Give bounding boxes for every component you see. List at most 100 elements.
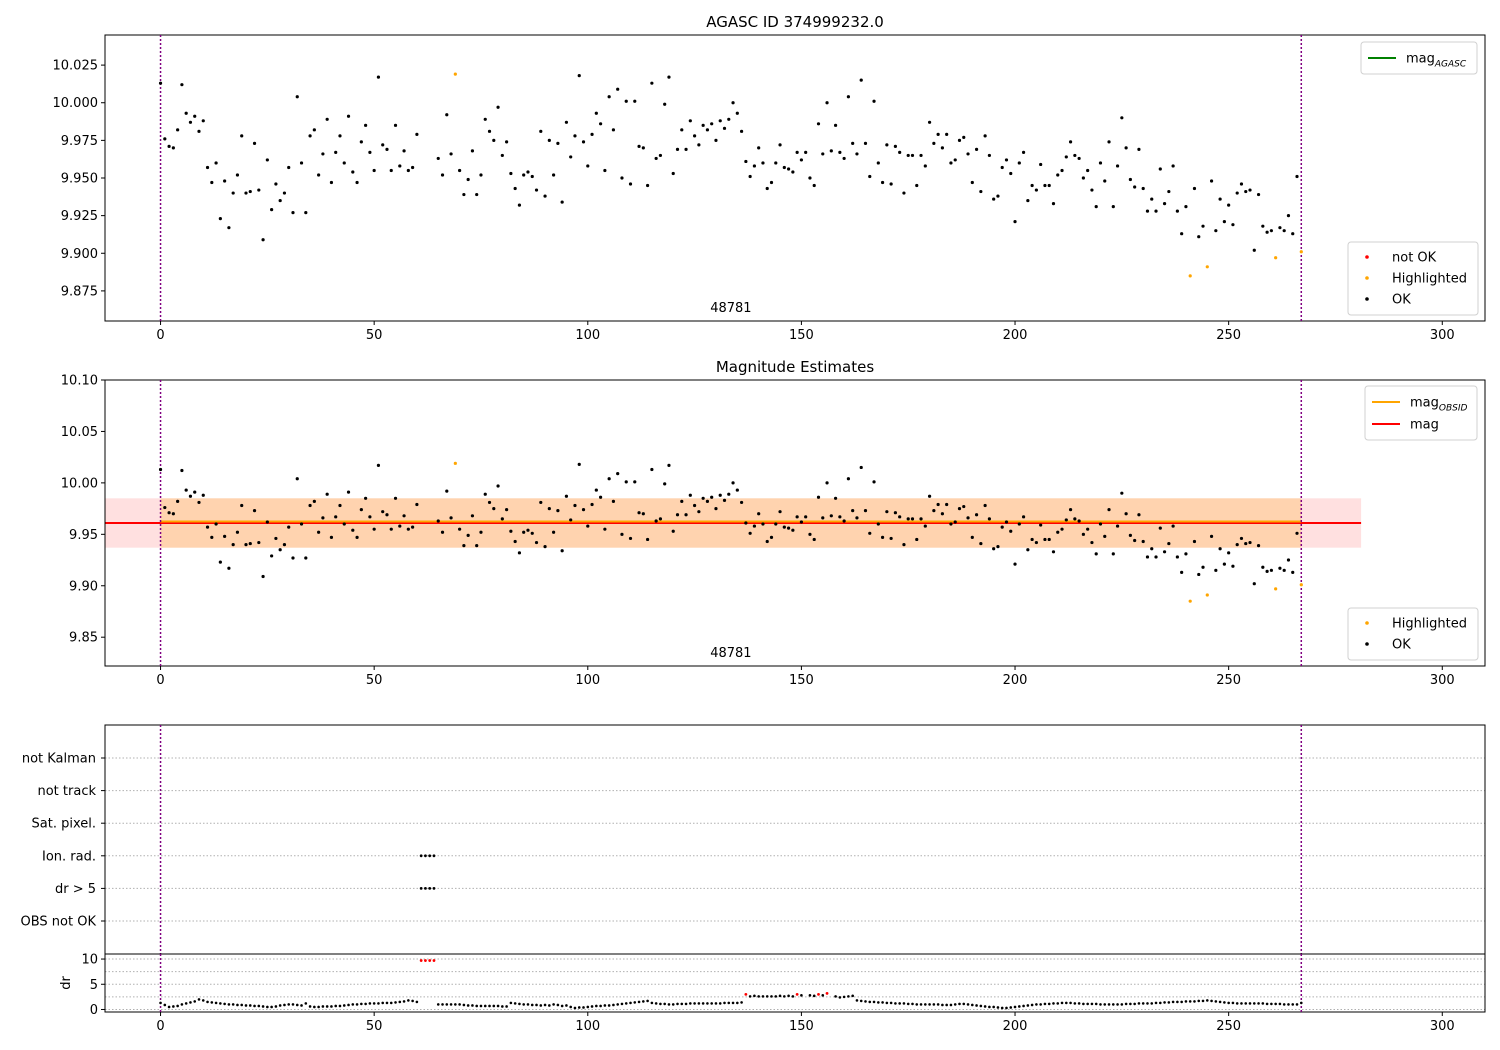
mag-point [1009, 529, 1013, 533]
dr-point [518, 1002, 521, 1006]
mag-point [1154, 209, 1158, 213]
mag-point [201, 119, 205, 123]
mag-point [1094, 205, 1098, 209]
mag-point [436, 156, 440, 161]
dr-point [753, 994, 756, 998]
dr-point [231, 1003, 235, 1006]
mag-point [769, 535, 774, 540]
mag-point [974, 513, 979, 517]
dr-point [1163, 1001, 1166, 1004]
dr-point [1000, 1006, 1004, 1010]
y-tick-label: 10.05 [61, 425, 98, 440]
mag-point [1291, 570, 1295, 574]
mag-point [957, 506, 962, 511]
mag-point [1115, 524, 1120, 528]
dr-point [402, 1000, 406, 1003]
panel-title: AGASC ID 374999232.0 [706, 13, 884, 31]
mag-point [979, 541, 983, 546]
dr-point [646, 999, 649, 1003]
mag-point [265, 158, 269, 162]
dr-point [603, 1004, 607, 1007]
dr-point [407, 999, 410, 1002]
dr-point [342, 1004, 346, 1007]
dr-point [898, 1002, 901, 1005]
dr-point [1035, 1003, 1038, 1006]
mag-point [1030, 537, 1034, 542]
panel-title: Magnitude Estimates [716, 358, 874, 376]
dr-point [577, 1006, 581, 1009]
panel-frame [104, 379, 1486, 667]
x-tick-label: 50 [366, 673, 383, 688]
mag-point [436, 519, 440, 523]
dr-point [338, 1004, 342, 1008]
dr-point [483, 1004, 487, 1008]
dr-point [996, 1006, 1000, 1009]
mag-point [517, 551, 522, 555]
mag-point [1175, 555, 1179, 559]
mag-point [522, 530, 526, 534]
mag-point [1000, 165, 1004, 170]
dr-point [1103, 1003, 1107, 1006]
dr-point [1287, 1003, 1290, 1006]
mag-point [235, 173, 240, 177]
legend-box [1360, 41, 1478, 75]
mag-point [710, 122, 714, 126]
mag-point [654, 156, 658, 161]
dr-point [928, 1003, 931, 1006]
mag-point [812, 537, 816, 542]
x-tick-label: 50 [366, 328, 383, 343]
mag-point [1047, 183, 1051, 188]
mag-point [1090, 188, 1094, 192]
dr-flagged-point [795, 992, 799, 996]
mag-point [321, 152, 325, 156]
mag-point [966, 152, 970, 156]
legend-label-main: mag [1406, 52, 1435, 67]
y-tick-label: 10.00 [61, 476, 98, 491]
mag-point [547, 506, 551, 511]
mag-point [718, 119, 722, 123]
mag-point [526, 170, 530, 174]
mag-point [475, 544, 479, 548]
mag-point [573, 134, 577, 138]
mag-point [466, 177, 470, 182]
mag-point [590, 132, 594, 136]
mag-point [487, 129, 492, 133]
mag-point [594, 488, 598, 492]
mag-point [898, 515, 902, 519]
mag-point [257, 188, 261, 192]
dr-point [1295, 1003, 1299, 1006]
mag-point [1252, 248, 1256, 252]
y-tick-label: 9.950 [61, 172, 98, 187]
mag-point [1051, 201, 1056, 206]
mag-point [483, 117, 487, 121]
flag-label: Sat. pixel. [32, 817, 96, 832]
dr-point [1039, 1003, 1042, 1006]
mag-point [628, 536, 633, 541]
dr-point [731, 1001, 735, 1005]
mag-point [1286, 558, 1291, 562]
dr-point [945, 1003, 948, 1007]
mag-point [364, 123, 368, 127]
mag-point [564, 120, 569, 124]
dr-point [889, 1001, 893, 1005]
mag-point [492, 138, 496, 142]
mag-point [231, 543, 235, 547]
dr-point [1167, 1001, 1171, 1004]
mag-point [415, 132, 419, 136]
x-tick-label: 150 [789, 328, 814, 343]
mag-point [851, 509, 855, 513]
mag-point [223, 534, 227, 538]
dr-point [159, 1001, 162, 1005]
mag-point [475, 192, 479, 197]
mag-point [466, 533, 470, 537]
dr-flagged-point [432, 959, 436, 962]
mag-point [556, 509, 560, 513]
mag-point [1286, 214, 1291, 218]
mag-point [684, 147, 688, 151]
dr-point [1171, 1000, 1175, 1004]
dr-point [667, 1003, 671, 1006]
mag-point [214, 161, 218, 165]
mag-point [184, 111, 188, 115]
mag-point [449, 152, 453, 156]
dr-point [1056, 1002, 1060, 1005]
